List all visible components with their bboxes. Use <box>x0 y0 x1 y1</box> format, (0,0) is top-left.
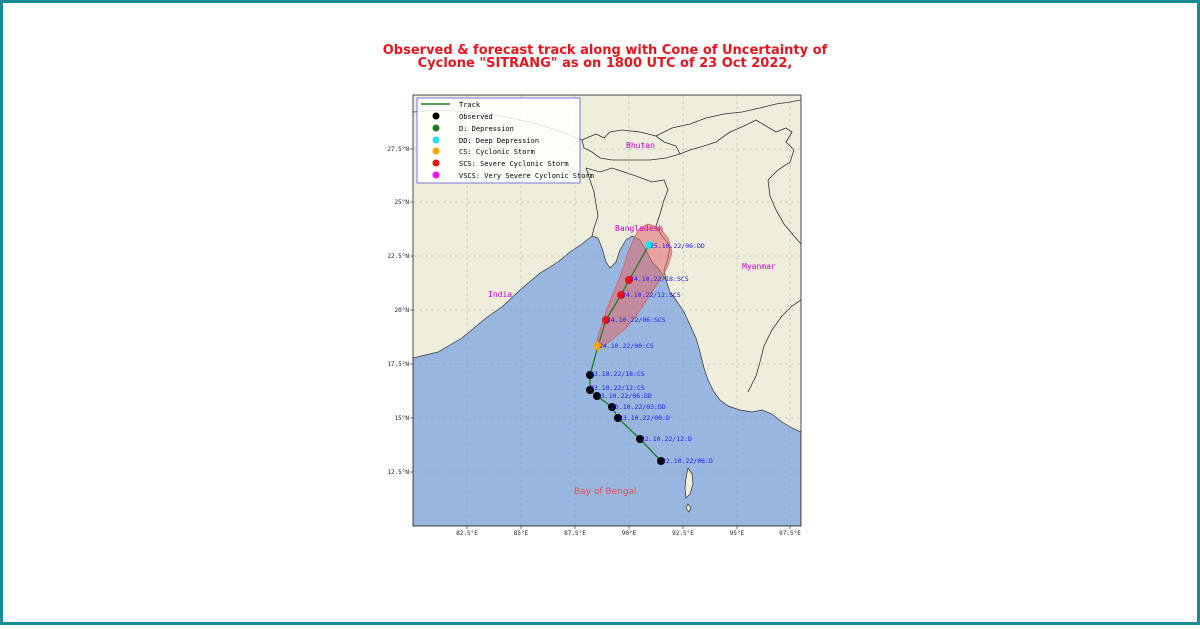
legend-observed-label: Observed <box>459 113 493 121</box>
track-point-11 <box>625 276 633 284</box>
nicobar-island <box>685 503 692 513</box>
label-india: India <box>488 290 512 299</box>
point-label-10: 24.10.22/12:SCS <box>622 291 681 299</box>
lon-tick-6: 95°E <box>730 530 745 537</box>
lat-tick-1: 27.5°N <box>387 146 409 153</box>
point-label-4: 23.10.22/03:DD <box>611 403 666 411</box>
tick-marks <box>410 148 791 529</box>
label-myanmar: Myanmar <box>742 262 776 271</box>
legend-box <box>416 97 581 184</box>
track-point-9 <box>602 316 610 324</box>
lat-tick-5: 17.5°N <box>387 361 409 368</box>
lon-tick-4: 90°E <box>622 530 637 537</box>
lon-tick-7: 97.5°E <box>779 530 801 537</box>
label-bangladesh: Bangladesh <box>615 224 663 233</box>
lon-tick-5: 92.5°E <box>672 530 694 537</box>
andaman-islands <box>684 467 694 499</box>
point-label-8: 24.10.22/00:CS <box>599 342 654 350</box>
lat-tick-7: 12.5°N <box>387 469 409 476</box>
lon-tick-3: 87.5°E <box>564 530 586 537</box>
legend-scs-marker <box>432 159 440 167</box>
track-point-7 <box>586 371 594 379</box>
cone-of-uncertainty <box>595 223 673 347</box>
legend-observed-marker <box>432 112 440 120</box>
point-label-7: 23.10.22/18:CS <box>590 370 645 378</box>
legend-vscs-marker <box>432 171 440 179</box>
legend-d-marker <box>432 124 440 132</box>
legend-track-label: Track <box>459 101 481 109</box>
map-frame <box>412 94 802 527</box>
point-label-6: 23.10.22/12:CS <box>590 384 645 392</box>
lat-tick-6: 15°N <box>395 415 410 422</box>
legend-vscs-label: VSCS: Very Severe Cyclonic Storm <box>459 172 594 180</box>
track-point-3 <box>614 414 622 422</box>
legend-cs-label: CS: Cyclonic Storm <box>459 148 535 156</box>
point-label-11: 24.10.22/18:SCS <box>630 275 689 283</box>
track-point-6 <box>586 386 594 394</box>
legend: Track Observed D: Depression DD: Deep De… <box>416 97 594 184</box>
track-point-12 <box>645 241 653 249</box>
border-china-north <box>655 99 801 137</box>
border-myanmar <box>679 119 801 245</box>
track-point-1 <box>657 457 665 465</box>
lat-tick-3: 22.5°N <box>387 253 409 260</box>
legend-d-label: D: Depression <box>459 125 514 133</box>
point-label-1: 22.10.22/06:D <box>662 457 713 465</box>
point-label-5: 23.10.22/06:DD <box>597 392 652 400</box>
lat-tick-2: 25°N <box>395 199 410 206</box>
point-label-3: 23.10.22/00:D <box>619 414 670 422</box>
label-bhutan: Bhutan <box>626 141 655 150</box>
border-bhutan <box>581 129 681 161</box>
legend-cs-marker <box>432 147 440 155</box>
title-line-1: Observed & forecast track along with Con… <box>382 43 828 58</box>
border-india-bangladesh-west <box>585 167 599 237</box>
track-point-2 <box>636 435 644 443</box>
label-bay-of-bengal: Bay of Bengal <box>574 487 637 497</box>
lat-tick-4: 20°N <box>395 307 410 314</box>
track-point-8 <box>594 342 602 350</box>
legend-dd-label: DD: Deep Depression <box>459 137 539 145</box>
lon-tick-2: 85°E <box>514 530 529 537</box>
track-point-4 <box>608 403 616 411</box>
point-label-9: 24.10.22/06:SCS <box>607 316 666 324</box>
title-line-2: Cyclone "SITRANG" as on 1800 UTC of 23 O… <box>417 56 793 71</box>
track-point-5 <box>593 392 601 400</box>
point-label-12: 25.10.22/06:DD <box>650 242 705 250</box>
border-myanmar-south <box>747 299 801 393</box>
legend-dd-marker <box>432 136 440 144</box>
lon-tick-1: 82.5°E <box>456 530 478 537</box>
map-title: Observed & forecast track along with Con… <box>300 44 910 70</box>
track-point-10 <box>617 291 625 299</box>
legend-scs-label: SCS: Severe Cyclonic Storm <box>459 160 569 168</box>
point-label-2: 22.10.22/12:D <box>641 435 692 443</box>
